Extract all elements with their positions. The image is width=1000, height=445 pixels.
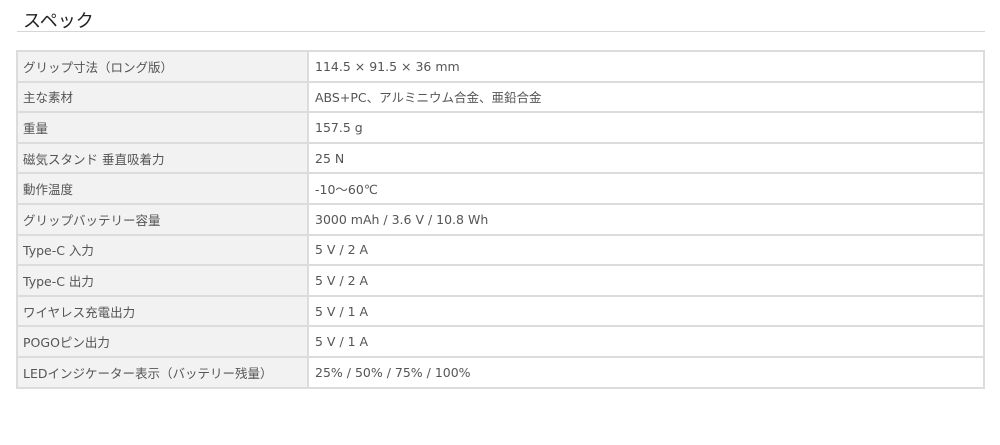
spec-label: LEDインジケーター表示（バッテリー残量） (16, 355, 309, 389)
spec-value: -10〜60℃ (307, 172, 985, 205)
spec-label: 磁気スタンド 垂直吸着力 (16, 141, 309, 175)
spec-value: 25% / 50% / 75% / 100% (307, 355, 985, 389)
spec-label: ワイヤレス充電出力 (16, 294, 309, 328)
spec-value: 157.5 g (307, 111, 985, 144)
spec-row: Type-C 出力 5 V / 2 A (16, 264, 985, 297)
spec-value: 114.5 × 91.5 × 36 mm (307, 50, 985, 83)
spec-label: 動作温度 (16, 172, 309, 205)
spec-row: 磁気スタンド 垂直吸着力 25 N (16, 141, 985, 175)
spec-row: グリップバッテリー容量 3000 mAh / 3.6 V / 10.8 Wh (16, 202, 985, 236)
spec-label: Type-C 入力 (16, 233, 309, 267)
spec-label: 主な素材 (16, 80, 309, 114)
spec-row: 動作温度 -10〜60℃ (16, 172, 985, 205)
spec-value: 5 V / 1 A (307, 294, 985, 328)
spec-row: POGOピン出力 5 V / 1 A (16, 325, 985, 358)
spec-row: LEDインジケーター表示（バッテリー残量） 25% / 50% / 75% / 1… (16, 355, 985, 389)
spec-value: 3000 mAh / 3.6 V / 10.8 Wh (307, 202, 985, 236)
spec-value: 25 N (307, 141, 985, 175)
spec-value: 5 V / 2 A (307, 264, 985, 297)
spec-label: 重量 (16, 111, 309, 144)
spec-row: ワイヤレス充電出力 5 V / 1 A (16, 294, 985, 328)
spec-label: グリップ寸法（ロング版） (16, 50, 309, 83)
spec-label: POGOピン出力 (16, 325, 309, 358)
spec-row: グリップ寸法（ロング版） 114.5 × 91.5 × 36 mm (16, 50, 985, 83)
spec-value: ABS+PC、アルミニウム合金、亜鉛合金 (307, 80, 985, 114)
spec-table: グリップ寸法（ロング版） 114.5 × 91.5 × 36 mm 主な素材 ABS+… (16, 50, 985, 389)
spec-row: 主な素材 ABS+PC、アルミニウム合金、亜鉛合金 (16, 80, 985, 114)
spec-label: Type-C 出力 (16, 264, 309, 297)
spec-label: グリップバッテリー容量 (16, 202, 309, 236)
spec-value: 5 V / 2 A (307, 233, 985, 267)
title-divider (17, 31, 985, 32)
section-title: スペック (23, 11, 94, 32)
spec-row: 重量 157.5 g (16, 111, 985, 144)
spec-value: 5 V / 1 A (307, 325, 985, 358)
spec-row: Type-C 入力 5 V / 2 A (16, 233, 985, 267)
